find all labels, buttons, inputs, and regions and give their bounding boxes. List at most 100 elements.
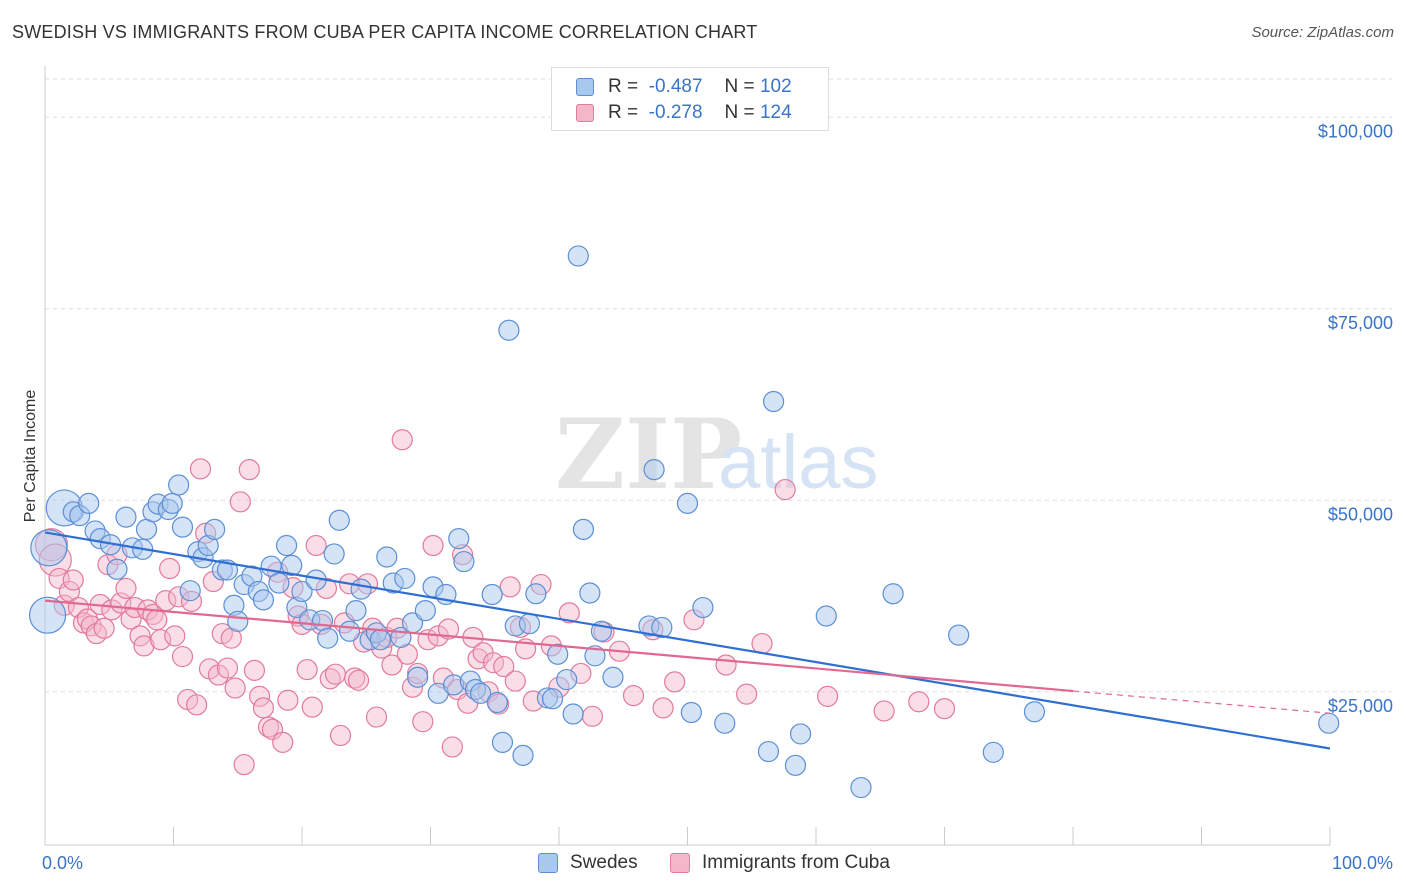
swedes-point [547, 643, 569, 665]
cuba-point [133, 635, 155, 657]
cuba-point [324, 663, 347, 685]
swedes-point [281, 554, 303, 577]
cuba-point [252, 697, 275, 719]
swedes-point [562, 703, 584, 725]
legend-swatch-swedes [538, 853, 558, 873]
cuba-point [558, 602, 580, 624]
swedes-trend-line [44, 531, 1331, 750]
cuba-point [146, 609, 168, 631]
legend-n-label: N = [724, 76, 755, 97]
swedes-point [850, 776, 872, 799]
swedes-point [525, 583, 547, 605]
swedes-point [115, 506, 137, 528]
swedes-point [30, 529, 68, 567]
cuba-point [581, 705, 604, 727]
swedes-point [338, 620, 361, 642]
swedes-point [1318, 712, 1340, 734]
cuba-point [736, 683, 758, 705]
axes [44, 66, 1331, 846]
cuba-point [62, 569, 84, 591]
swedes-point [161, 492, 183, 514]
swedes-point [541, 688, 564, 710]
cuba-point [229, 491, 251, 513]
legend-n-label: N = [724, 102, 755, 123]
swedes-point [692, 596, 714, 619]
y-axis-label: Per Capita Income [22, 390, 39, 523]
swedes-point [106, 558, 128, 580]
swedes-point [407, 666, 429, 688]
x-tick-label: 100.0% [1332, 853, 1393, 873]
cuba-point [664, 671, 686, 693]
legend-label-cuba: Immigrants from Cuba [702, 852, 890, 873]
cuba-point [58, 580, 81, 603]
cuba-point [248, 685, 271, 707]
legend-item-swedes[interactable]: Swedes [538, 852, 638, 874]
swedes-point [784, 754, 807, 776]
cuba-point [873, 700, 895, 722]
cuba-point [257, 716, 280, 738]
cuba-point [391, 429, 413, 451]
legend-swatch-swedes [576, 78, 594, 96]
swedes-point [350, 578, 372, 600]
swedes-point [268, 572, 290, 594]
legend-row-swedes: R = -0.487 N = 102 [576, 75, 792, 99]
cuba-point [277, 689, 299, 711]
cuba-trend-line [44, 599, 1074, 693]
swedes-point [948, 624, 970, 646]
swedes-point [328, 509, 350, 531]
legend-r-label: R = [608, 102, 639, 123]
swedes-point [252, 589, 275, 611]
swedes-point [78, 492, 100, 514]
legend-row-cuba: R = -0.278 N = 124 [576, 101, 792, 125]
cuba-point [233, 753, 255, 776]
y-tick-label: $25,000 [1328, 696, 1393, 716]
swedes-point [323, 543, 345, 565]
cuba-point [751, 632, 773, 655]
swedes-point [567, 245, 589, 267]
swedes-point [168, 474, 190, 496]
cuba-point [381, 654, 403, 676]
x-tick-label: 0.0% [42, 853, 83, 873]
swedes-point [470, 682, 492, 704]
swedes-point [491, 731, 514, 753]
swedes-point [643, 459, 665, 481]
swedes-point [448, 527, 470, 550]
cuba-point [189, 458, 212, 480]
cuba-point [224, 677, 246, 699]
y-tick-label: $100,000 [1318, 121, 1393, 141]
cuba-point [93, 617, 115, 639]
source-label: Source: ZipAtlas.com [1251, 24, 1394, 41]
swedes-point [311, 609, 334, 632]
swedes-point [584, 645, 606, 667]
stats-legend: R = -0.487 N = 102 R = -0.278 N = 124 [551, 67, 829, 131]
swedes-point [376, 546, 398, 568]
legend-r-value: -0.487 [648, 76, 703, 97]
swedes-point [680, 701, 702, 724]
cuba-point [504, 670, 526, 692]
cuba-point [272, 731, 294, 753]
cuba-point [296, 658, 318, 681]
cuba-point [715, 654, 737, 676]
swedes-point [481, 583, 503, 606]
legend-swatch-cuba [670, 853, 690, 873]
swedes-point [317, 627, 339, 649]
cuba-point [329, 724, 352, 747]
cuba-point [171, 645, 194, 668]
swedes-point [762, 390, 785, 413]
cuba-point [422, 534, 444, 557]
swedes-point [486, 691, 508, 714]
cuba-trend-extension [1072, 690, 1331, 714]
swedes-point [882, 583, 904, 605]
legend-n-value: 102 [759, 76, 792, 97]
cuba-point [216, 657, 239, 679]
cuba-point [164, 625, 186, 647]
legend-item-cuba[interactable]: Immigrants from Cuba [670, 852, 890, 874]
cuba-point [933, 698, 956, 720]
swedes-point [179, 580, 201, 602]
cuba-point [437, 618, 460, 640]
grid-lines [45, 78, 1392, 693]
cuba-point [150, 629, 172, 651]
cuba-point [347, 669, 370, 691]
series-legend: Swedes Immigrants from Cuba [0, 852, 1406, 878]
cuba-point [85, 622, 108, 645]
